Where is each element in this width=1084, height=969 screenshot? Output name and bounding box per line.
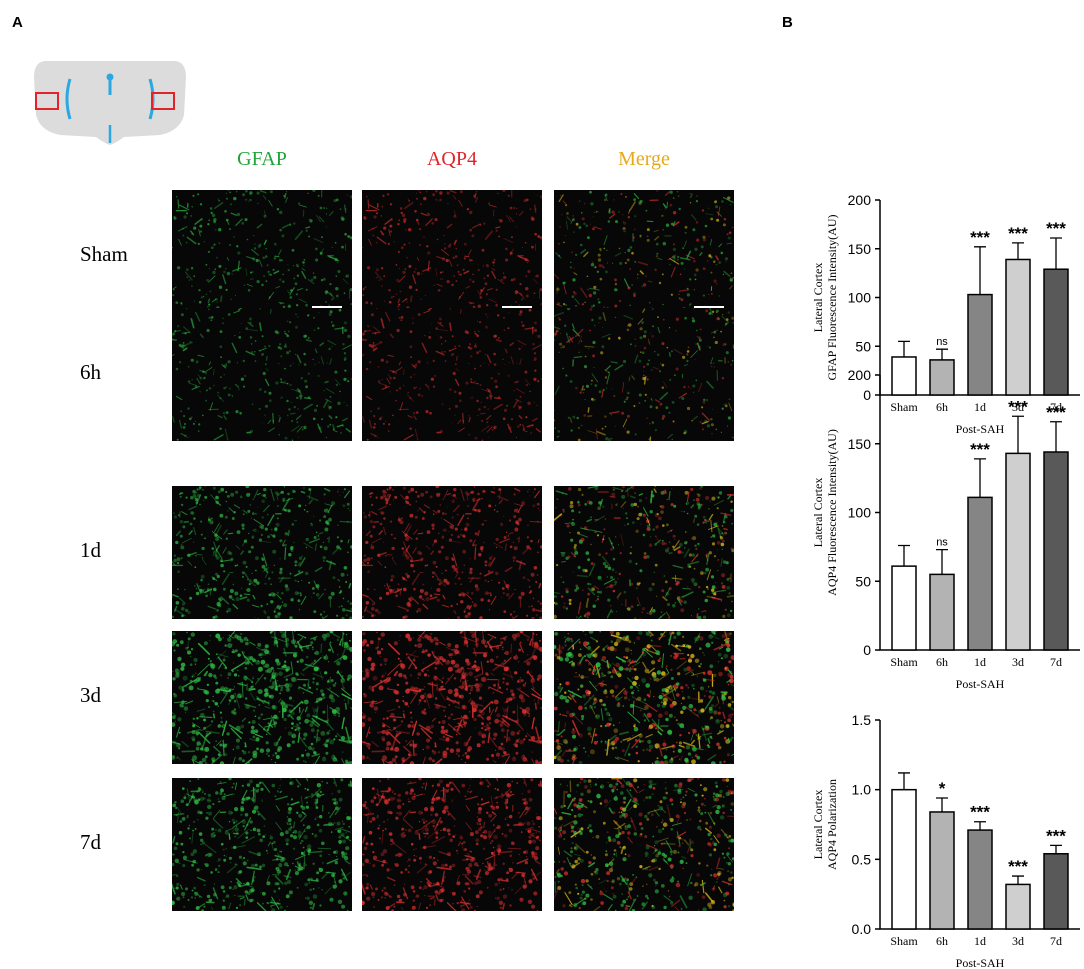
row-label-7d: 7d: [80, 830, 150, 855]
x-tick-label: 3d: [1012, 655, 1024, 669]
y-axis-label-line2: AQP4 Polarization: [825, 779, 839, 870]
bar: [1044, 452, 1068, 650]
micrograph-merge-3d: [554, 631, 734, 764]
y-tick-label: 50: [855, 338, 871, 354]
y-tick-label: 50: [855, 573, 871, 589]
error-bar: [936, 798, 948, 812]
y-tick-label: 1.5: [852, 712, 872, 728]
micrograph-aqp4-sham: [362, 190, 542, 323]
error-bar: [974, 247, 986, 295]
error-bar: [974, 459, 986, 498]
bar: [930, 574, 954, 650]
column-header-gfap: GFAP: [172, 148, 352, 171]
micrograph-merge-sham: [554, 190, 734, 323]
significance-label: ***: [1008, 397, 1028, 416]
error-bar: [1012, 243, 1024, 260]
x-axis-label: Post-SAH: [956, 956, 1005, 969]
row-label-3d: 3d: [80, 683, 150, 708]
significance-label: ***: [1046, 403, 1066, 422]
aqueduct-shape: [107, 74, 114, 81]
bar: [1006, 453, 1030, 650]
micrograph-gfap-7d: [172, 778, 352, 911]
y-tick-label: 100: [848, 505, 872, 521]
x-tick-label: 7d: [1050, 655, 1062, 669]
significance-label: ***: [1008, 224, 1028, 243]
significance-label: ***: [1046, 826, 1066, 845]
significance-label: ***: [970, 228, 990, 247]
y-tick-label: 150: [848, 241, 872, 257]
x-tick-label: 1d: [974, 655, 986, 669]
y-tick-label: 100: [848, 290, 872, 306]
y-tick-label: 0: [863, 642, 871, 658]
brain-diagram: [30, 55, 190, 147]
micrograph-gfap-3d: [172, 631, 352, 764]
y-axis-label-line1: Lateral Cortex: [811, 478, 825, 548]
y-tick-label: 0.0: [852, 921, 872, 937]
row-label-sham: Sham: [80, 242, 150, 267]
significance-label: *: [939, 779, 946, 798]
error-bar: [936, 550, 948, 575]
significance-label: ns: [936, 537, 948, 549]
error-bar: [1050, 238, 1062, 269]
micrograph-aqp4-7d: [362, 778, 542, 911]
y-tick-label: 200: [848, 367, 872, 383]
error-bar: [974, 822, 986, 830]
y-axis-label-line2: GFAP Fluorescence Intensity(AU): [825, 215, 839, 381]
x-tick-label: 6h: [936, 934, 948, 948]
micrograph-aqp4-1d: [362, 486, 542, 619]
x-tick-label: 1d: [974, 934, 986, 948]
micrograph-gfap-sham: [172, 190, 352, 323]
panel-b-letter: B: [782, 14, 793, 31]
y-axis-label-line1: Lateral Cortex: [811, 263, 825, 333]
x-tick-label: 3d: [1012, 934, 1024, 948]
error-bar: [898, 773, 910, 790]
significance-label: ***: [970, 440, 990, 459]
x-tick-label: Sham: [890, 655, 918, 669]
y-tick-label: 200: [848, 192, 872, 208]
x-tick-label: Sham: [890, 934, 918, 948]
significance-label: ***: [1008, 857, 1028, 876]
panel-a-letter: A: [12, 14, 23, 31]
y-tick-label: 1.0: [852, 782, 872, 798]
column-header-aqp4: AQP4: [362, 148, 542, 171]
error-bar: [1050, 845, 1062, 853]
bar: [968, 497, 992, 650]
x-tick-label: 7d: [1050, 934, 1062, 948]
y-axis-label-line1: Lateral Cortex: [811, 790, 825, 860]
x-axis-label: Post-SAH: [956, 677, 1005, 691]
error-bar: [1012, 416, 1024, 453]
micrograph-merge-7d: [554, 778, 734, 911]
y-axis-label-line2: AQP4 Fluorescence Intensity(AU): [825, 429, 839, 596]
bar: [892, 790, 916, 929]
bar: [1006, 884, 1030, 929]
y-tick-label: 0.5: [852, 851, 872, 867]
micrograph-merge-6h: [554, 308, 734, 441]
row-label-1d: 1d: [80, 538, 150, 563]
bar: [930, 812, 954, 929]
significance-label: ***: [970, 803, 990, 822]
error-bar: [1012, 876, 1024, 884]
error-bar: [898, 341, 910, 357]
row-label-6h: 6h: [80, 360, 150, 385]
bar: [1044, 854, 1068, 929]
micrograph-gfap-6h: [172, 308, 352, 441]
micrograph-merge-1d: [554, 486, 734, 619]
error-bar: [898, 546, 910, 567]
column-header-merge: Merge: [554, 148, 734, 171]
significance-label: ***: [1046, 219, 1066, 238]
error-bar: [936, 349, 948, 360]
micrograph-gfap-1d: [172, 486, 352, 619]
error-bar: [1050, 422, 1062, 452]
bar: [892, 566, 916, 650]
x-tick-label: 6h: [936, 655, 948, 669]
significance-label: ns: [936, 336, 948, 348]
bar: [968, 830, 992, 929]
micrograph-aqp4-6h: [362, 308, 542, 441]
y-tick-label: 150: [848, 436, 872, 452]
micrograph-aqp4-3d: [362, 631, 542, 764]
